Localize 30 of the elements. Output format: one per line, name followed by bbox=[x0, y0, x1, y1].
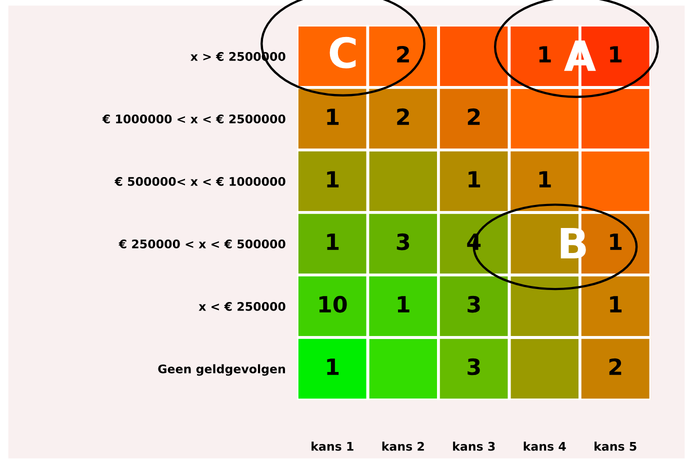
data-label: 1 bbox=[327, 171, 339, 188]
y-tick-label: € 250000 < x < € 500000 bbox=[118, 239, 286, 248]
x-tick-label: kans 2 bbox=[382, 442, 424, 451]
data-label: 1 bbox=[539, 171, 551, 188]
data-label: 1 bbox=[610, 296, 622, 312]
data-label: 1 bbox=[468, 171, 480, 188]
data-label: 2 bbox=[468, 108, 480, 125]
data-label: 3 bbox=[468, 296, 480, 313]
x-tick-label: kans 5 bbox=[594, 442, 636, 451]
data-label: 2 bbox=[609, 358, 622, 375]
data-label: 1 bbox=[610, 46, 622, 62]
data-label: 1 bbox=[610, 234, 622, 250]
data-label: 10 bbox=[319, 296, 347, 313]
data-label: 1 bbox=[539, 46, 551, 62]
data-label: 2 bbox=[397, 46, 409, 62]
data-label: 1 bbox=[327, 234, 339, 250]
x-tick-label: kans 3 bbox=[453, 442, 495, 451]
x-tick-label: kans 4 bbox=[524, 442, 566, 451]
data-label: 1 bbox=[398, 296, 410, 312]
x-tick-label: kans 1 bbox=[312, 442, 354, 451]
y-tick-label: x < € 250000 bbox=[198, 302, 286, 311]
data-label: 1 bbox=[327, 108, 339, 125]
y-tick-label: € 1000000 < x < € 2500000 bbox=[102, 114, 286, 124]
data-label: 3 bbox=[396, 233, 410, 250]
data-label: 1 bbox=[327, 358, 339, 375]
y-tick-label: € 500000< x < € 1000000 bbox=[114, 176, 286, 186]
data-label: 3 bbox=[468, 358, 480, 376]
y-tick-label: Geen geldgevolgen bbox=[158, 364, 285, 376]
annotation: C bbox=[330, 36, 356, 68]
data-label: 2 bbox=[397, 108, 409, 125]
